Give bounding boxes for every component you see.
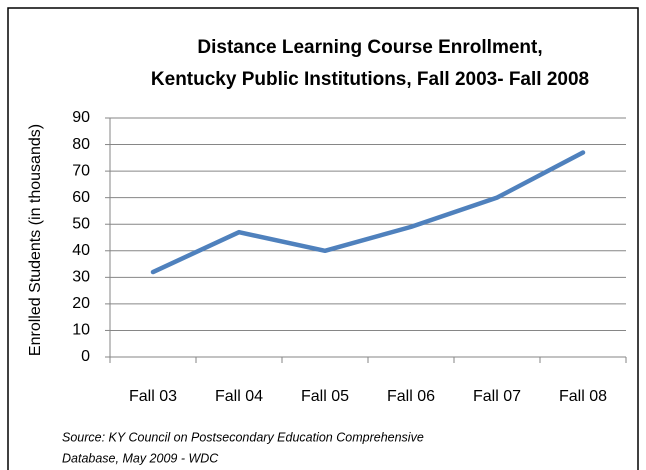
y-tick-label: 50: [72, 215, 90, 232]
y-tick-label: 40: [72, 242, 90, 259]
source-note: Database, May 2009 - WDC: [62, 451, 219, 465]
y-tick-label: 70: [72, 162, 90, 179]
y-tick-label: 60: [72, 189, 90, 206]
y-tick-label: 10: [72, 322, 90, 339]
y-tick-label: 30: [72, 269, 90, 286]
y-tick-label: 20: [72, 295, 90, 312]
y-axis-label: Enrolled Students (in thousands): [27, 124, 44, 356]
y-tick-label: 90: [72, 109, 90, 126]
x-tick-label: Fall 03: [129, 388, 177, 405]
x-tick-label: Fall 05: [301, 388, 349, 405]
y-tick-label: 0: [81, 348, 90, 365]
chart-border: [7, 7, 639, 470]
x-tick-label: Fall 08: [559, 388, 607, 405]
y-tick-label: 80: [72, 136, 90, 153]
x-tick-label: Fall 06: [387, 388, 435, 405]
chart-title: Kentucky Public Institutions, Fall 2003-…: [151, 69, 589, 90]
data-line: [150, 150, 586, 275]
source-note: Source: KY Council on Postsecondary Educ…: [62, 430, 424, 444]
x-tick-label: Fall 04: [215, 388, 263, 405]
chart-title: Distance Learning Course Enrollment,: [197, 37, 542, 58]
x-tick-label: Fall 07: [473, 388, 521, 405]
